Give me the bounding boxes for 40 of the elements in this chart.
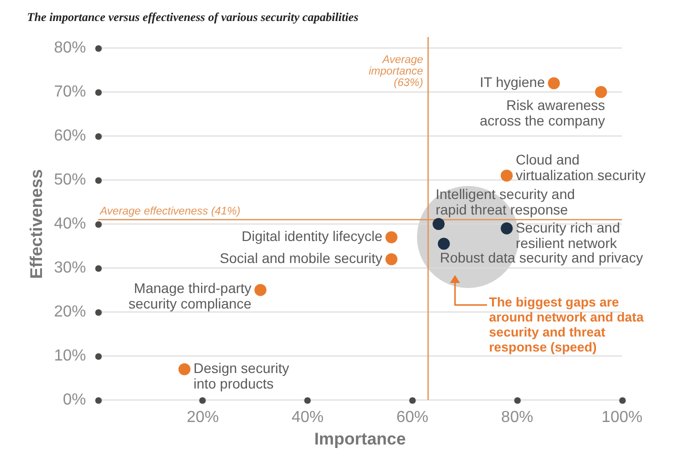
series-label: Manage third-party security compliance — [128, 280, 252, 312]
point — [500, 222, 513, 234]
series-label: Design security into products — [193, 360, 290, 392]
x-tick-label: 60% — [396, 409, 428, 426]
point — [500, 170, 513, 182]
annotation: The biggest gaps are around network and data security and threat response (speed) — [489, 294, 644, 355]
y-tick-label: 0% — [62, 391, 86, 408]
y-tick-label: 70% — [54, 83, 86, 100]
y-tick-label: 40% — [54, 215, 86, 232]
series-label: IT hygiene — [480, 74, 546, 90]
series-label: Robust data security and privacy — [440, 250, 643, 266]
point — [254, 284, 266, 296]
ref-line-label: Average effectiveness (41%) — [99, 206, 241, 218]
x-axis-title: Importance — [314, 429, 406, 448]
point — [548, 77, 560, 90]
point — [432, 218, 445, 230]
series-label: Social and mobile security — [220, 250, 382, 266]
point — [385, 231, 398, 244]
x-tick-label: 100% — [602, 409, 642, 426]
y-tick-label: 10% — [54, 347, 86, 364]
y-tick-label: 80% — [54, 39, 86, 56]
point — [385, 253, 398, 266]
point — [178, 363, 190, 376]
x-tick-label: 20% — [186, 409, 219, 426]
series-label: Risk awareness across the company — [480, 96, 606, 128]
y-tick-label: 60% — [54, 127, 86, 144]
series-label: Digital identity lifecycle — [242, 228, 383, 244]
point — [595, 86, 608, 98]
y-axis-title: Effectiveness — [26, 169, 46, 279]
chart-title: The importance versus effectiveness of various security capabilities — [27, 10, 358, 25]
series-label: Security rich and resilient network — [516, 219, 620, 251]
y-tick-label: 30% — [54, 259, 86, 276]
series-label: Cloud and virtualization security — [516, 151, 646, 183]
y-tick-label: 20% — [54, 303, 86, 320]
y-tick-label: 50% — [54, 171, 86, 188]
point — [438, 238, 450, 250]
series-label: Intelligent security and rapid threat response — [436, 186, 575, 218]
ref-line-label: Average importance (63%) — [368, 54, 424, 90]
x-tick-label: 80% — [501, 409, 534, 426]
x-tick-label: 40% — [292, 409, 324, 426]
